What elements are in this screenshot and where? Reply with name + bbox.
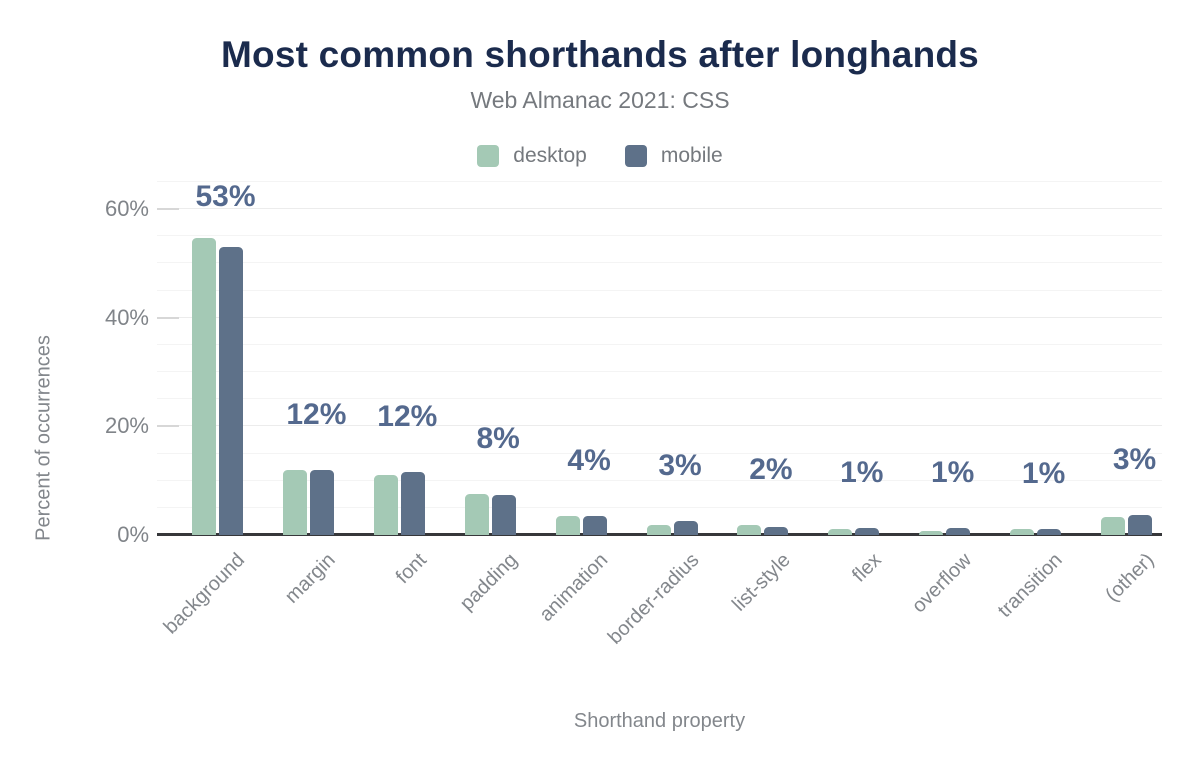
gridline <box>157 425 1162 427</box>
bar-group-background <box>192 182 243 535</box>
gridline <box>157 316 1162 318</box>
x-tick-label: margin <box>281 549 340 608</box>
bar-group-border-radius <box>646 182 698 535</box>
bar-value-label: 1% <box>1021 457 1066 491</box>
gridline <box>157 398 1162 400</box>
y-tick-label: 60% <box>104 196 149 222</box>
bar-desktop-animation[interactable] <box>555 516 580 535</box>
legend: desktop mobile <box>0 144 1200 168</box>
x-tick-label: overflow <box>908 549 977 618</box>
bar-mobile-transition[interactable] <box>1037 529 1062 535</box>
bar-value-label: 53% <box>195 180 256 213</box>
bar-value-label: 4% <box>567 444 611 477</box>
bar-group-font <box>373 182 425 535</box>
bar-value-label: 8% <box>476 422 520 456</box>
bar-value-label: 12% <box>286 397 347 431</box>
legend-swatch-mobile <box>624 145 647 167</box>
chart-title: Most common shorthands after longhands <box>221 34 979 75</box>
bar-mobile-padding[interactable] <box>491 494 516 535</box>
gridline <box>157 181 1162 182</box>
bar-group-transition <box>1010 182 1062 535</box>
bar-desktop-border-radius[interactable] <box>646 524 671 535</box>
bar-desktop-font[interactable] <box>373 474 398 535</box>
legend-item-mobile[interactable]: mobile <box>624 144 723 168</box>
gridline <box>157 452 1162 454</box>
y-tick-label: 40% <box>104 304 149 330</box>
x-tick-label: border-radius <box>603 549 704 649</box>
bar-mobile-border-radius[interactable] <box>673 520 698 535</box>
bar-mobile-animation[interactable] <box>582 516 607 535</box>
x-tick-label: background <box>159 549 250 639</box>
x-tick-label: flex <box>847 549 886 587</box>
bar-group-(other) <box>1101 182 1152 535</box>
legend-label-mobile: mobile <box>660 144 723 167</box>
bar-mobile-background[interactable] <box>219 246 243 535</box>
plot-area: 53% background 12% margin 12% font 8% padding 4%… <box>157 180 1162 649</box>
gridline <box>157 506 1162 508</box>
bar-mobile-(other)[interactable] <box>1128 515 1152 535</box>
bar-value-label: 1% <box>931 456 975 490</box>
bar-desktop-flex[interactable] <box>828 529 853 535</box>
bar-value-label: 12% <box>377 400 438 434</box>
legend-swatch-desktop <box>477 145 500 167</box>
x-tick-label: list-style <box>727 549 795 616</box>
y-tick-mark <box>157 208 179 211</box>
bar-group-overflow <box>919 182 971 535</box>
gridline <box>157 289 1162 291</box>
gridline <box>157 479 1162 481</box>
x-tick-label: animation <box>535 549 613 626</box>
bar-value-label: 2% <box>749 453 793 487</box>
gridline <box>157 343 1162 345</box>
chart-subtitle: Web Almanac 2021: CSS <box>470 87 730 113</box>
bar-mobile-list-style[interactable] <box>764 526 789 535</box>
bar-desktop-transition[interactable] <box>1010 529 1035 535</box>
y-tick-mark <box>157 316 179 319</box>
bar-desktop-margin[interactable] <box>282 469 307 535</box>
bar-group-padding <box>464 182 516 535</box>
y-tick-mark <box>157 425 179 428</box>
bar-mobile-overflow[interactable] <box>946 528 971 535</box>
x-tick-label: transition <box>994 549 1068 622</box>
bar-desktop-(other)[interactable] <box>1101 516 1125 535</box>
bar-group-list-style <box>737 182 789 535</box>
bar-desktop-list-style[interactable] <box>737 525 762 535</box>
bar-mobile-font[interactable] <box>400 472 425 535</box>
bar-desktop-padding[interactable] <box>464 494 489 535</box>
bar-value-label: 3% <box>658 448 702 482</box>
bar-mobile-margin[interactable] <box>309 469 334 535</box>
bar-value-label: 1% <box>840 455 884 489</box>
legend-label-desktop: desktop <box>513 144 587 167</box>
y-axis-title: Percent of occurrences <box>32 335 55 541</box>
bar-mobile-flex[interactable] <box>855 527 880 535</box>
bar-desktop-overflow[interactable] <box>919 530 944 535</box>
bar-desktop-background[interactable] <box>192 238 216 535</box>
x-tick-label: font <box>391 549 431 589</box>
y-tick-label: 20% <box>104 413 149 439</box>
gridline <box>157 371 1162 373</box>
gridline <box>157 235 1162 237</box>
bar-value-label: 3% <box>1112 443 1157 477</box>
gridline <box>157 208 1162 210</box>
gridline <box>157 262 1162 264</box>
y-tick-label: 0% <box>117 522 149 547</box>
bar-group-margin <box>282 182 334 535</box>
x-axis-title: Shorthand property <box>573 710 746 732</box>
bar-group-flex <box>828 182 880 535</box>
x-tick-label: padding <box>455 549 522 615</box>
legend-item-desktop[interactable]: desktop <box>477 144 587 168</box>
x-tick-label: (other) <box>1100 549 1159 607</box>
bar-group-animation <box>555 182 607 535</box>
